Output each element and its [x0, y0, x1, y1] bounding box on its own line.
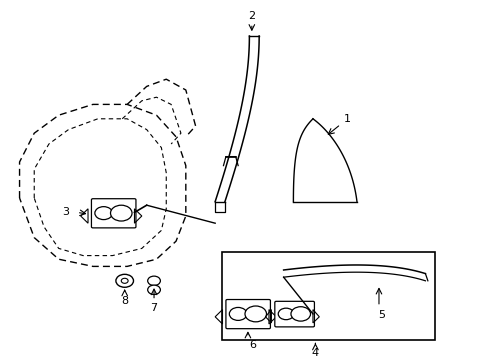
Text: 2: 2 — [248, 11, 255, 21]
Circle shape — [278, 308, 293, 320]
Text: 1: 1 — [343, 114, 350, 124]
Text: 3: 3 — [62, 207, 69, 217]
Circle shape — [244, 306, 266, 322]
Text: 6: 6 — [248, 340, 255, 350]
Circle shape — [147, 276, 160, 285]
FancyBboxPatch shape — [274, 301, 314, 327]
Circle shape — [95, 207, 112, 220]
Bar — [222, 252, 434, 340]
Circle shape — [116, 274, 133, 287]
Circle shape — [290, 307, 310, 321]
FancyBboxPatch shape — [225, 300, 270, 329]
Text: 4: 4 — [311, 348, 318, 358]
Text: 5: 5 — [377, 310, 384, 320]
Text: 8: 8 — [121, 296, 128, 306]
Circle shape — [229, 307, 246, 320]
Circle shape — [110, 205, 132, 221]
Text: 7: 7 — [150, 303, 157, 313]
Circle shape — [121, 278, 128, 283]
Circle shape — [147, 285, 160, 294]
FancyBboxPatch shape — [91, 199, 136, 228]
